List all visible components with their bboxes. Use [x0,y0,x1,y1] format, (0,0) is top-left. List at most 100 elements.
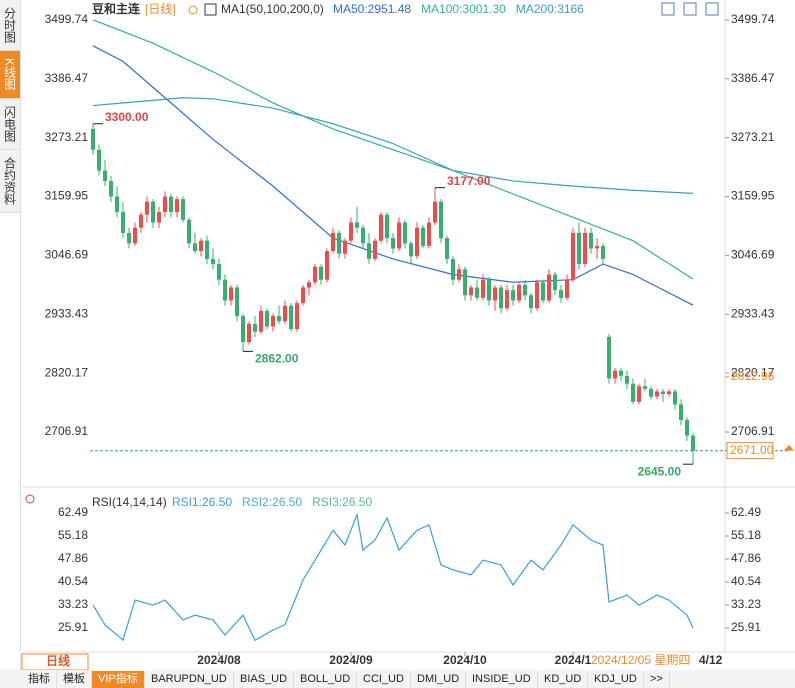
y-tick-label: 47.86 [731,551,761,565]
candle-body [403,222,407,244]
candle-body [493,287,497,301]
candle-body [121,212,125,233]
candle-body [277,316,281,322]
symbol: 豆和主连 [92,1,141,16]
series-line [92,19,694,280]
indicator-tab[interactable]: BIAS_UD [234,671,295,688]
candle-body [211,258,215,265]
candle-body [451,258,455,280]
candle-body [643,386,647,389]
y-tick-label: 62.49 [58,505,88,519]
candle-body [439,201,443,239]
candle-body [691,435,695,451]
x-tick-label: 2024/09 [329,653,373,667]
legend-entry: MA100:3001.30 [421,2,506,16]
candle-body [415,227,419,257]
candle-body [169,196,173,213]
mark-price-label: 2812.96 [731,369,775,383]
candle-body [541,282,545,301]
indicator-tab[interactable]: KDJ_UD [588,671,644,688]
indicator-tab[interactable]: CCI_UD [357,671,411,688]
x-tick-label: 2024/08 [197,653,241,667]
indicator-tab[interactable]: 模板 [57,671,92,688]
candle-body [361,227,365,244]
series-line [92,512,694,642]
tab-active[interactable]: K线图 [0,51,20,99]
y-tick-label: 25.91 [731,620,761,634]
candle-body [283,305,287,322]
candle-body [625,375,629,384]
crosshair-date: 2024/12/05 星期四 [591,653,690,667]
icon[interactable] [188,5,198,15]
icon[interactable] [25,494,35,504]
legend-entry: MA200:3166 [516,2,584,16]
period[interactable]: [日线] [145,2,176,16]
annotation: 2862.00 [255,352,299,366]
candle-body [235,287,239,317]
candle-body [103,170,107,181]
indicator-tab[interactable]: KD_UD [538,671,589,688]
candle-body [595,245,599,249]
candle-body [127,232,131,244]
y-tick-label: 2820.17 [45,365,89,379]
candle-body [199,240,203,252]
y-tick-label: 3159.95 [45,189,89,203]
candle-body [97,149,101,171]
candle-body [337,232,341,254]
candle-body [247,323,251,343]
candle-body [145,201,149,215]
candle-body [157,212,161,223]
candle-body [91,128,95,150]
tab[interactable]: 闪电图 [0,99,20,150]
indicator-tab[interactable]: BARUPDN_UD [145,671,234,688]
indicator-tab[interactable]: INSIDE_UD [466,671,538,688]
y-tick-label: 3273.21 [731,130,775,144]
candle-body [409,243,413,257]
y-tick-label: 62.49 [731,505,761,519]
candle-body [163,196,167,213]
y-tick-label: 25.91 [58,620,88,634]
y-tick-label: 3386.47 [731,71,775,85]
y-tick-label: 33.23 [731,597,761,611]
candle-body [331,232,335,252]
candle-body [193,243,197,252]
candle-body [397,222,401,249]
candle-body [181,199,185,220]
candle-body [325,251,329,280]
candle-body [505,290,509,309]
y-tick-label: 3386.47 [45,71,89,85]
candle-body [343,240,347,254]
indicator-tab[interactable]: 指标 [22,671,57,688]
icon[interactable] [204,3,217,16]
candle-body [259,310,263,332]
annotation: 3177.00 [447,174,491,188]
candle-body [229,287,233,301]
tab[interactable]: 分时图 [0,0,20,51]
indicator-tab[interactable]: DMI_UD [411,671,467,688]
last-price-marker [784,444,794,451]
candle-body [295,303,299,330]
candle-body [223,279,227,301]
legend-entry: RSI1:26.50 [172,495,232,509]
indicator-title: MA1(50,100,200,0) [221,2,324,16]
window-icons[interactable] [661,2,719,16]
candle-body [685,420,689,436]
candle-body [619,370,623,376]
indicator-tab[interactable]: BOLL_UD [294,671,358,688]
indicator-tab[interactable]: >> [644,671,670,688]
candle-body [307,282,311,288]
candle-body [565,279,569,298]
candle-body [427,222,431,246]
candle-body [577,232,581,265]
candle-body [319,266,323,280]
y-tick-label: 2933.43 [45,306,89,320]
indicator-tab[interactable]: VIP指标 [92,671,145,688]
tab[interactable]: 合约资料 [0,150,20,213]
candle-body [133,227,137,244]
candle-body [535,282,539,309]
candle-body [661,391,665,395]
candle-body [679,404,683,421]
period-button-label[interactable]: 日线 [46,653,70,668]
candle-body [289,305,293,330]
